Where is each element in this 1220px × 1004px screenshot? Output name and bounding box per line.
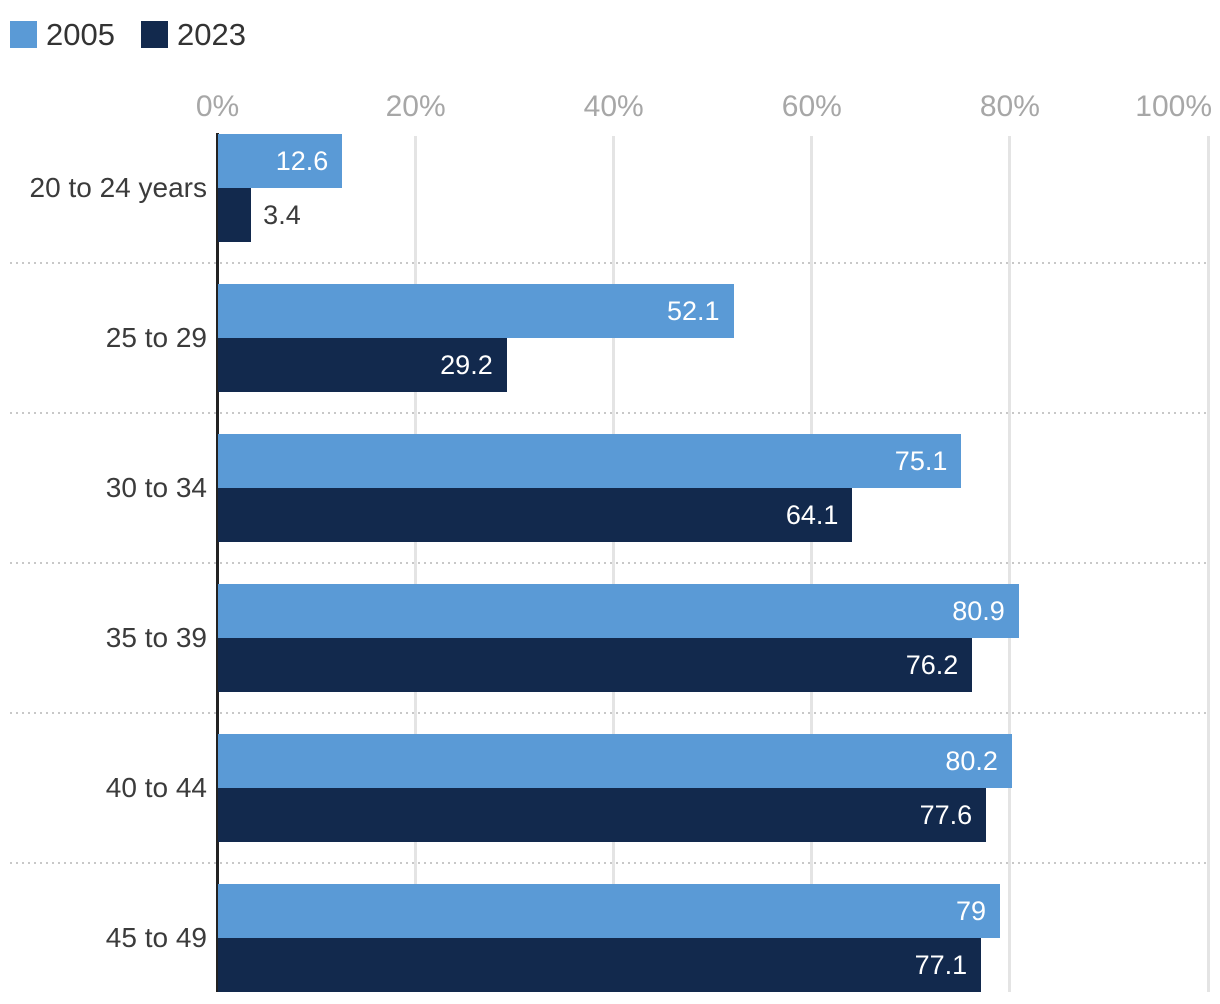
bar-2005-20-to-24-years[interactable] [217, 134, 343, 188]
value-label-2023-35-to-39: 76.2 [905, 650, 959, 680]
bar-2005-35-to-39[interactable] [217, 584, 1019, 638]
value-label-2023-30-to-34: 64.1 [785, 500, 839, 530]
row-separator [10, 562, 1208, 564]
value-label-2005-40-to-44: 80.2 [945, 746, 998, 776]
row-separator [10, 712, 1208, 714]
bar-2023-25-to-29[interactable] [217, 338, 507, 392]
value-label-2005-25-to-29: 52.1 [666, 296, 720, 326]
row-separator [10, 262, 1208, 264]
x-axis-tick-20-: 20% [385, 90, 446, 123]
value-label-2005-20-to-24-years: 12.6 [275, 146, 329, 176]
bar-2005-25-to-29[interactable] [217, 284, 734, 338]
category-label-45-to-49: 45 to 49 [105, 922, 207, 953]
row-separator [10, 412, 1208, 414]
value-label-2005-45-to-49: 79 [955, 896, 986, 926]
x-axis-tick-60-: 60% [781, 90, 842, 123]
category-label-25-to-29: 25 to 29 [105, 322, 207, 353]
gridline-20- [414, 136, 418, 992]
legend-swatch-2023-icon [140, 21, 168, 48]
value-label-2023-40-to-44: 77.6 [919, 800, 973, 830]
value-label-2005-35-to-39: 80.9 [952, 596, 1005, 626]
value-label-2023-25-to-29: 29.2 [440, 350, 493, 380]
x-axis-tick-40-: 40% [583, 90, 644, 123]
x-axis-tick-0-: 0% [195, 90, 240, 123]
bar-2023-35-to-39[interactable] [217, 638, 973, 692]
gridline-60- [810, 136, 814, 992]
legend-label-2005: 2005 [46, 17, 115, 52]
bar-2005-30-to-34[interactable] [217, 434, 962, 488]
bar-2005-40-to-44[interactable] [217, 734, 1012, 788]
legend-label-2023: 2023 [176, 17, 246, 52]
gridline-40- [612, 136, 616, 992]
legend-item-2023[interactable]: 2023 [140, 17, 246, 52]
category-label-40-to-44: 40 to 44 [105, 772, 207, 803]
legend: 2005 2023 [10, 18, 246, 51]
category-label-20-to-24-years: 20 to 24 years [29, 172, 207, 203]
category-label-35-to-39: 35 to 39 [105, 622, 207, 653]
bar-2023-30-to-34[interactable] [217, 488, 853, 542]
legend-swatch-2005-icon [10, 21, 37, 48]
gridline-80- [1008, 136, 1012, 992]
gridline-100- [1206, 136, 1210, 992]
legend-item-2005[interactable]: 2005 [10, 18, 115, 51]
x-axis-tick-100-: 100% [1135, 90, 1212, 123]
bar-2023-40-to-44[interactable] [217, 788, 987, 842]
bar-2023-45-to-49[interactable] [217, 938, 982, 992]
bar-2023-20-to-24-years[interactable] [217, 188, 252, 242]
value-label-2005-30-to-34: 75.1 [894, 446, 948, 476]
row-separator [10, 862, 1208, 864]
bar-2005-45-to-49[interactable] [217, 884, 1000, 938]
x-axis-tick-80-: 80% [979, 90, 1040, 123]
value-label-2023-45-to-49: 77.1 [914, 950, 968, 980]
value-label-2023-20-to-24-years: 3.4 [263, 200, 301, 230]
category-label-30-to-34: 30 to 34 [105, 472, 207, 503]
